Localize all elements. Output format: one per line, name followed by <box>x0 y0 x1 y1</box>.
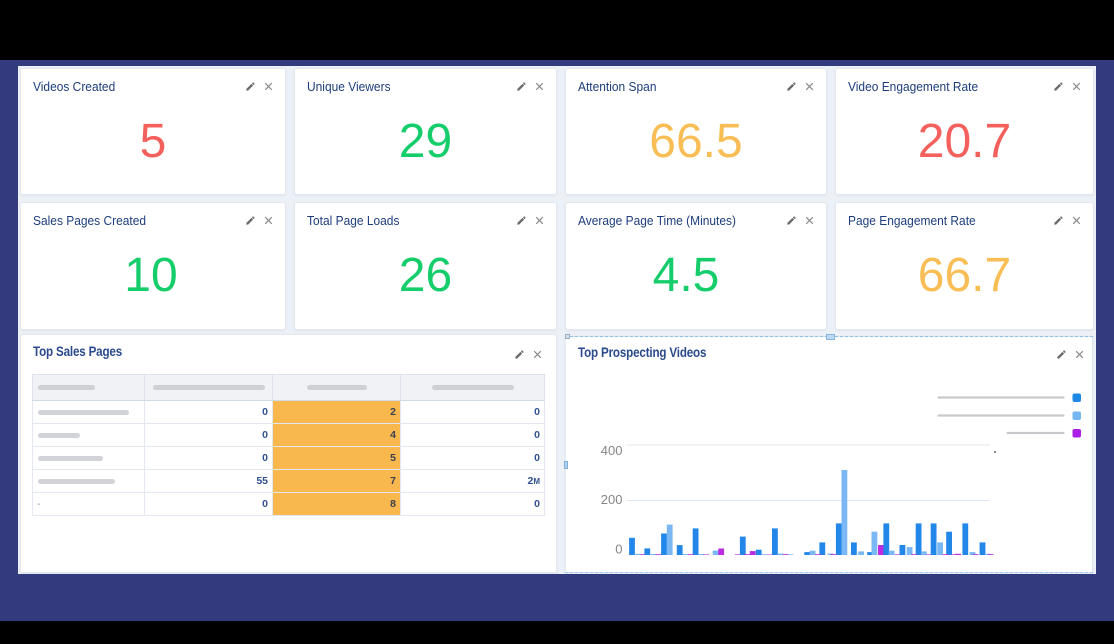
svg-text:0: 0 <box>615 542 622 557</box>
svg-text:200: 200 <box>601 492 623 507</box>
svg-text:400: 400 <box>601 443 623 458</box>
